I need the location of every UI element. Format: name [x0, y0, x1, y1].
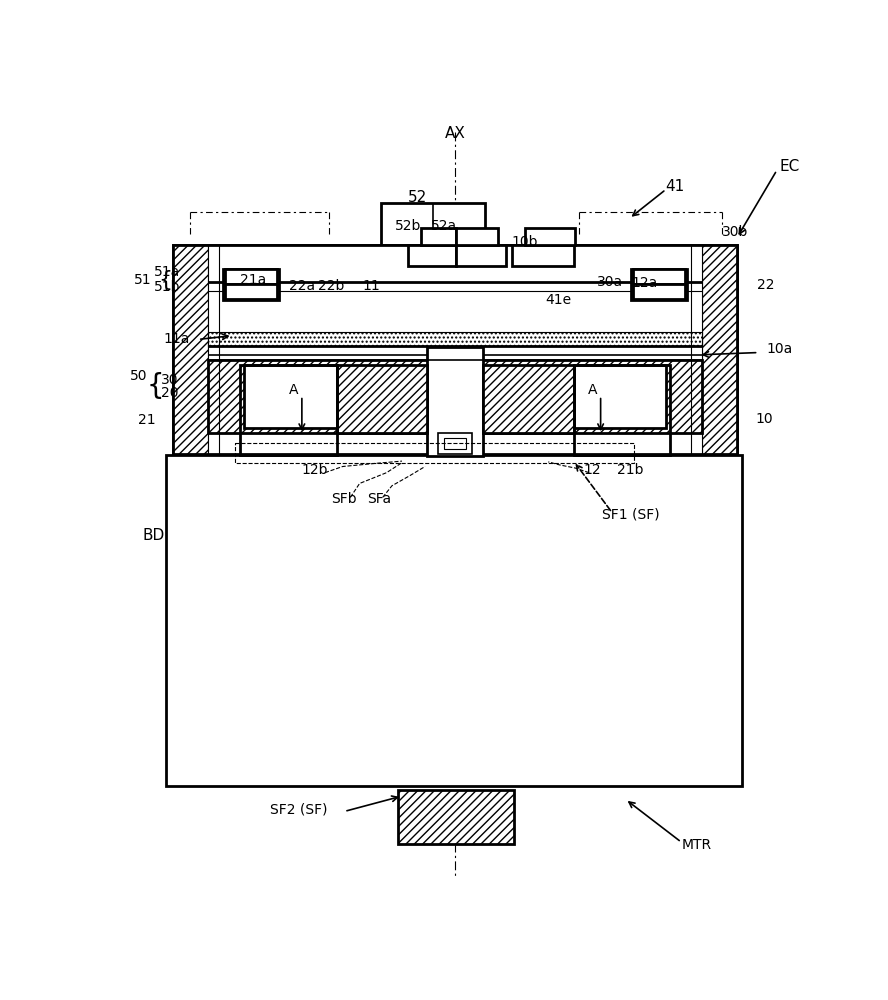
Text: SF1 (SF): SF1 (SF) [602, 507, 660, 521]
Bar [225, 284, 277, 299]
Bar [241, 365, 337, 455]
Bar [456, 228, 498, 245]
Bar [235, 443, 634, 463]
Text: 22b: 22b [318, 279, 345, 293]
Text: EC: EC [779, 159, 799, 174]
Text: 21: 21 [138, 413, 155, 427]
Text: {: { [147, 372, 164, 400]
Bar [483, 365, 574, 433]
Bar [444, 438, 466, 449]
Text: A: A [587, 382, 597, 396]
Bar [512, 245, 574, 266]
Text: 52: 52 [408, 190, 427, 205]
Text: 22a: 22a [289, 279, 315, 293]
Text: 41e: 41e [545, 293, 571, 307]
Bar [525, 228, 575, 245]
Text: 12b: 12b [302, 463, 329, 477]
Text: 52a: 52a [432, 219, 457, 233]
Text: 12a: 12a [631, 276, 658, 290]
Text: 11: 11 [362, 279, 380, 293]
Text: 30a: 30a [597, 275, 623, 289]
Bar [574, 365, 666, 428]
Text: AX: AX [445, 126, 465, 141]
Bar [702, 245, 737, 454]
Text: 10: 10 [755, 412, 773, 426]
Bar [398, 790, 513, 844]
Bar [633, 284, 686, 299]
Text: 30: 30 [161, 373, 178, 387]
Text: 21b: 21b [617, 463, 644, 477]
Bar [381, 203, 485, 246]
Text: 30b: 30b [722, 225, 749, 239]
Bar [225, 269, 277, 284]
Bar [173, 245, 737, 454]
Bar [165, 455, 741, 786]
Bar [408, 245, 456, 266]
Bar [633, 269, 686, 284]
Bar [456, 245, 506, 266]
Bar [574, 365, 670, 455]
Text: SFa: SFa [367, 492, 391, 506]
Text: {: { [159, 270, 172, 290]
Text: 10b: 10b [511, 235, 538, 249]
Bar [208, 245, 702, 454]
Bar [337, 365, 427, 433]
Bar [208, 332, 702, 346]
Text: 21a: 21a [241, 273, 266, 287]
Text: 51a: 51a [154, 265, 180, 279]
Text: 10a: 10a [766, 342, 792, 356]
Bar [631, 269, 687, 300]
Text: BD: BD [142, 528, 165, 543]
Text: MTR: MTR [682, 838, 712, 852]
Text: 12: 12 [583, 463, 601, 477]
Text: SF2 (SF): SF2 (SF) [270, 803, 328, 817]
Bar [438, 433, 472, 454]
Bar [244, 365, 337, 428]
Bar [173, 245, 208, 454]
Text: 41: 41 [666, 179, 685, 194]
Text: 20: 20 [161, 386, 178, 400]
Text: 22: 22 [757, 278, 775, 292]
Bar [427, 347, 483, 456]
Text: SFb: SFb [331, 492, 357, 506]
Bar [421, 228, 456, 245]
Text: 11a: 11a [164, 332, 190, 346]
Text: 51: 51 [134, 273, 152, 287]
Bar [173, 245, 737, 454]
Text: 50: 50 [130, 369, 147, 383]
Text: 52b: 52b [395, 219, 421, 233]
Text: A: A [289, 382, 298, 396]
Bar [223, 269, 279, 300]
Bar [208, 360, 702, 433]
Text: 51b: 51b [154, 280, 180, 294]
